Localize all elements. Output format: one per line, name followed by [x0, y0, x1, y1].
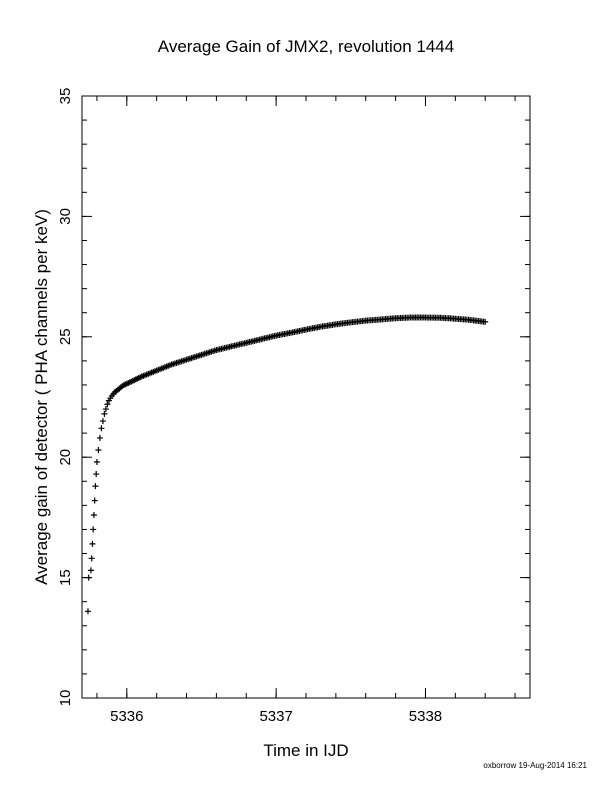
data-point [93, 471, 100, 478]
data-point [87, 567, 94, 574]
data-point [90, 511, 97, 518]
data-point [85, 574, 92, 581]
x-tick-label: 5336 [110, 708, 143, 725]
data-point [88, 555, 95, 562]
x-axis-ticks: 5336 5337 5338 [110, 96, 442, 725]
plot-frame [81, 95, 531, 699]
data-point [91, 497, 98, 504]
y-tick-label: 15 [57, 569, 74, 586]
chart-title: Average Gain of JMX2, revolution 1444 [158, 37, 454, 56]
data-point [93, 459, 100, 466]
data-point [102, 406, 109, 413]
minor-ticks [82, 95, 530, 699]
data-point [101, 410, 108, 417]
data-point [84, 608, 91, 615]
data-point [90, 526, 97, 533]
y-tick-label: 10 [57, 690, 74, 707]
y-tick-label: 35 [57, 88, 74, 105]
x-tick-label: 5338 [409, 708, 442, 725]
data-point [92, 483, 99, 490]
data-points [84, 314, 489, 615]
y-tick-label: 30 [57, 208, 74, 225]
data-point [96, 434, 103, 441]
y-axis-label: Average gain of detector ( PHA channels … [32, 209, 51, 585]
x-axis-label: Time in IJD [263, 741, 348, 760]
x-tick-label: 5337 [259, 708, 292, 725]
data-point [482, 318, 489, 325]
y-axis-ticks: 10 15 20 25 30 35 [57, 88, 530, 707]
plot-footnote: oxborrow 19-Aug-2014 16:21 [483, 761, 587, 770]
data-point [89, 540, 96, 547]
plot-area: 5336 5337 5338 10 15 20 25 30 35 [57, 88, 531, 725]
y-tick-label: 20 [57, 449, 74, 466]
data-point [98, 425, 105, 432]
data-point [104, 401, 111, 408]
data-point [99, 418, 106, 425]
y-tick-label: 25 [57, 328, 74, 345]
data-point [95, 446, 102, 453]
